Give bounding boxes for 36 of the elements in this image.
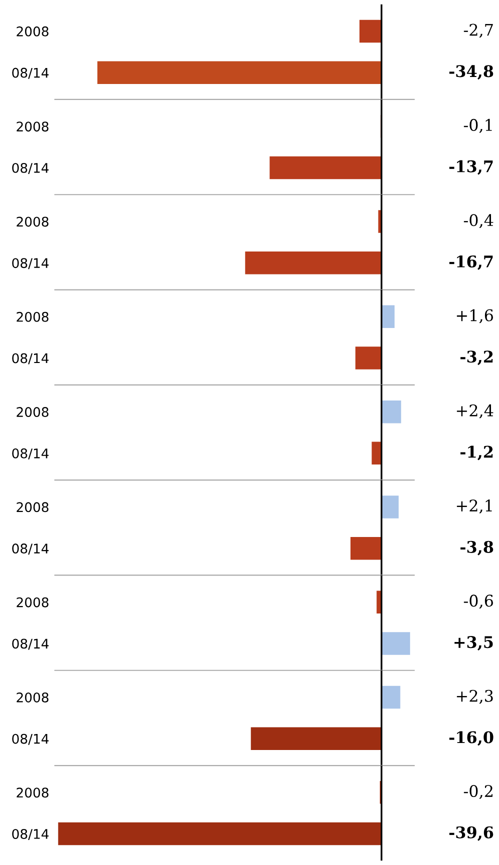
data-label: -3,2	[460, 350, 493, 366]
data-label: -13,7	[449, 160, 493, 175]
data-label: +2,4	[456, 404, 494, 418]
data-label: +2,3	[456, 690, 493, 704]
y-tick-label: 08/14	[12, 448, 49, 460]
y-tick-label: 08/14	[12, 829, 49, 840]
y-tick-label: 2008	[16, 122, 48, 132]
data-label: -0,2	[464, 784, 492, 799]
data-label: -16,7	[449, 255, 493, 270]
y-tick-label: 08/14	[12, 258, 49, 270]
data-label: +2,1	[456, 500, 492, 514]
data-label: -16,0	[449, 731, 494, 746]
y-tick-label: 2008	[16, 26, 48, 36]
y-tick-label: 08/14	[12, 162, 49, 174]
y-tick-label: 08/14	[12, 734, 49, 745]
y-tick-label: 2008	[16, 407, 48, 418]
data-label: -1,2	[460, 446, 493, 460]
y-tick-label: 2008	[16, 788, 48, 798]
data-label: -0,6	[464, 594, 494, 609]
y-tick-label: 08/14	[12, 638, 49, 650]
y-tick-label: 2008	[16, 312, 48, 322]
data-label: +3,5	[454, 636, 493, 651]
y-tick-label: 2008	[16, 692, 48, 702]
data-label: -3,8	[460, 540, 494, 556]
data-label: -34,8	[449, 65, 494, 80]
data-label: -0,1	[464, 118, 492, 133]
data-label: -2,7	[464, 24, 493, 38]
y-tick-label: 08/14	[12, 544, 49, 555]
data-label: -39,6	[449, 826, 494, 841]
y-tick-label: 2008	[16, 216, 48, 227]
data-label: +1,6	[456, 309, 494, 324]
y-tick-label: 2008	[16, 502, 48, 512]
y-tick-label: 08/14	[12, 68, 49, 79]
data-label: -0,4	[464, 214, 494, 228]
y-tick-label: 2008	[16, 597, 48, 608]
y-tick-label: 08/14	[12, 353, 49, 364]
